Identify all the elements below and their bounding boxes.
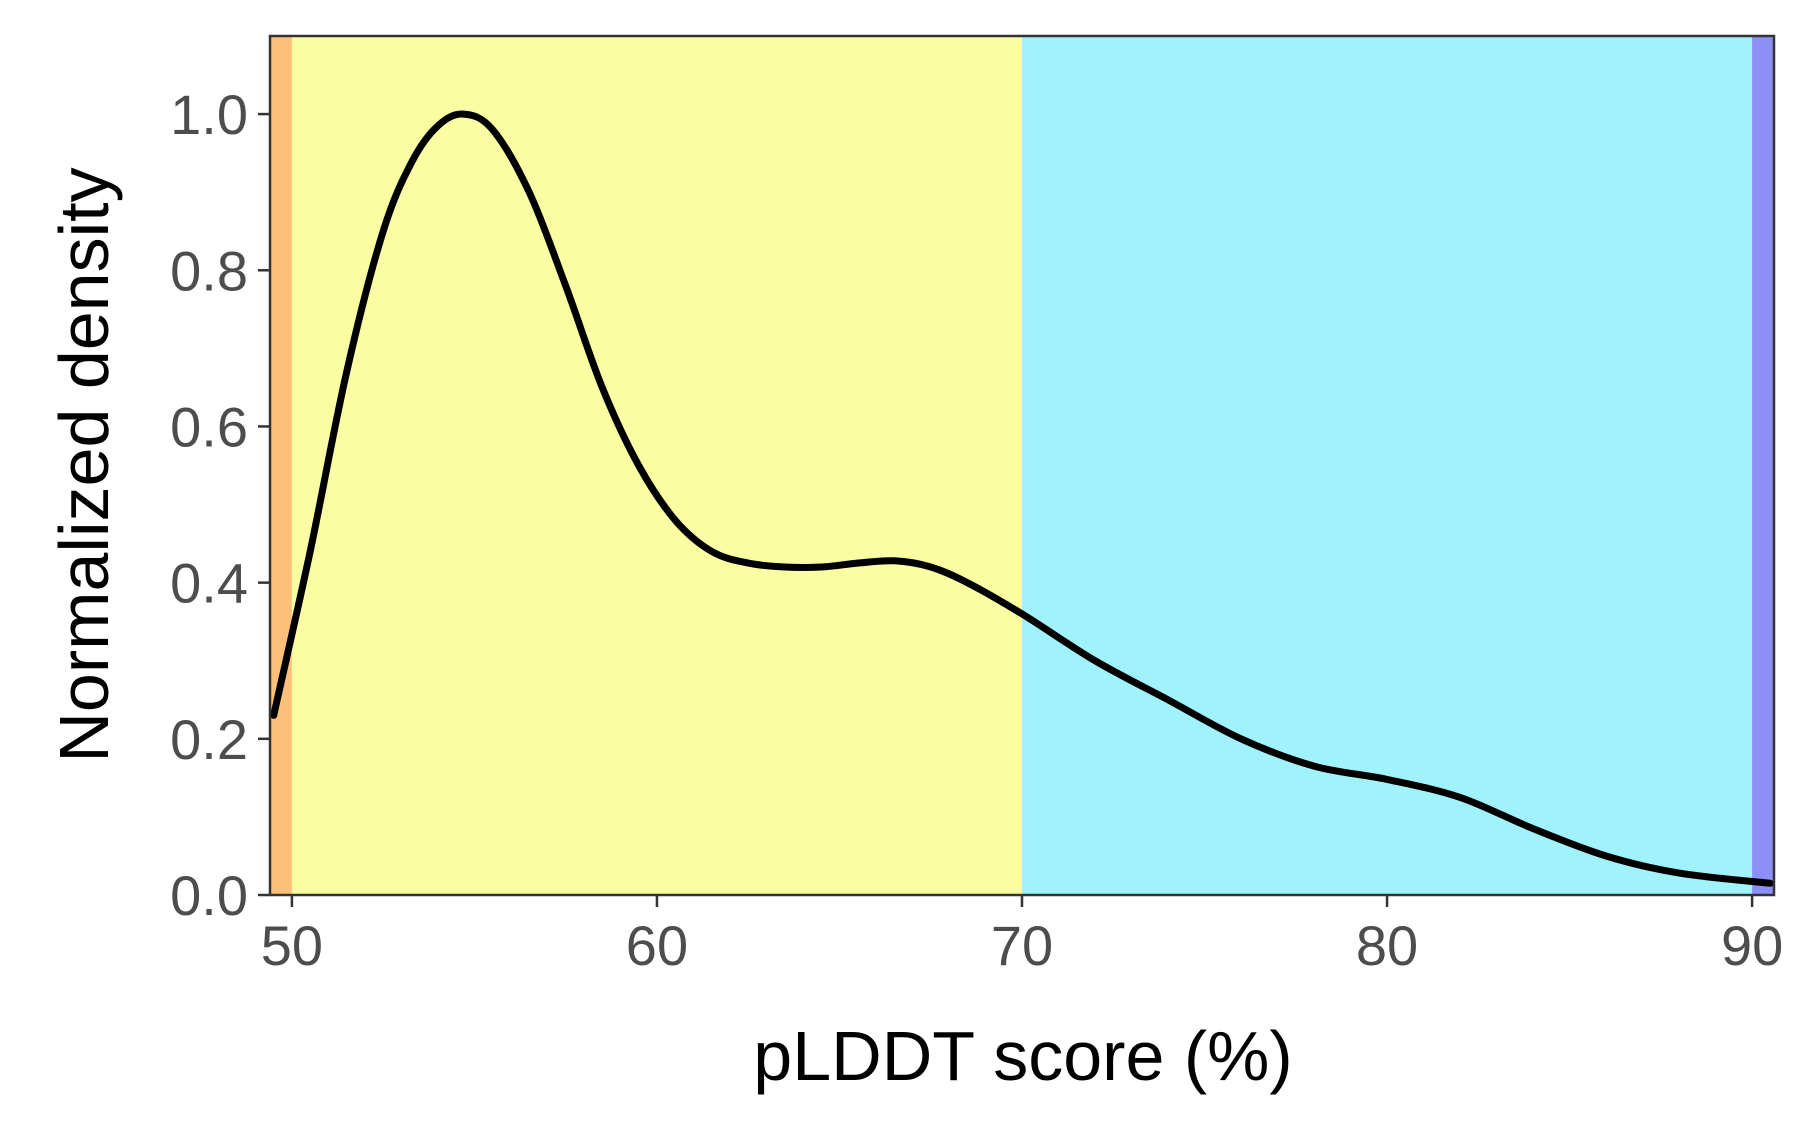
x-tick-label: 60 [626, 914, 688, 977]
x-axis-title: pLDDT score (%) [753, 1017, 1292, 1095]
y-tick-label: 0.2 [170, 708, 248, 771]
confidence-bands [270, 36, 1774, 895]
y-tick-label: 1.0 [170, 83, 248, 146]
band-1 [291, 36, 1022, 895]
y-tick-label: 0.0 [170, 864, 248, 927]
y-tick-label: 0.8 [170, 239, 248, 302]
x-axis: 50 60 70 80 90 [261, 895, 1783, 977]
y-tick-label: 0.6 [170, 395, 248, 458]
y-axis-title: Normalized density [45, 167, 123, 762]
x-tick-label: 80 [1356, 914, 1418, 977]
y-axis: 0.0 0.2 0.4 0.6 0.8 1.0 [170, 83, 270, 927]
band-0 [270, 36, 292, 895]
x-tick-label: 70 [991, 914, 1053, 977]
x-tick-label: 50 [261, 914, 323, 977]
band-2 [1022, 36, 1753, 895]
y-tick-label: 0.4 [170, 552, 248, 615]
band-3 [1752, 36, 1774, 895]
x-tick-label: 90 [1721, 914, 1783, 977]
density-curve [270, 110, 1774, 887]
